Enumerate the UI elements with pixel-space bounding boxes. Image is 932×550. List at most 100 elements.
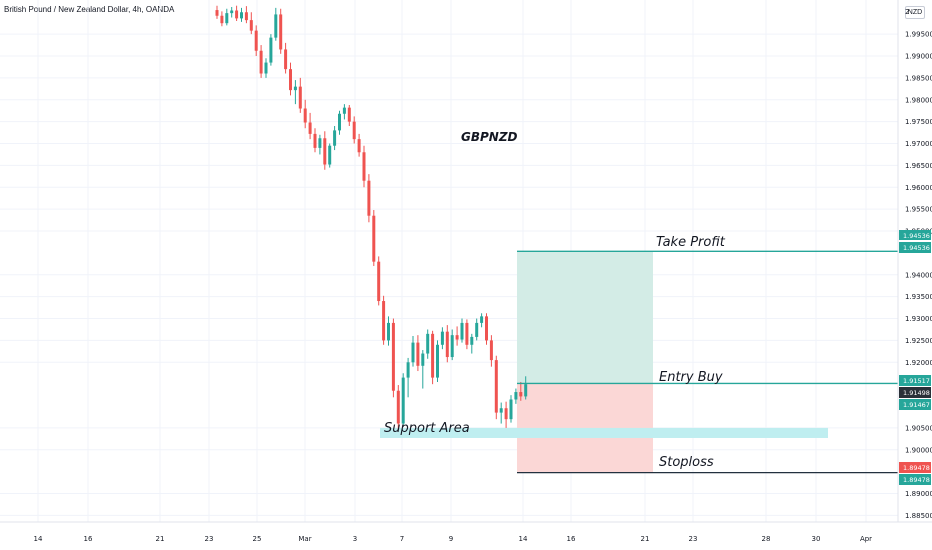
candle: [293, 80, 297, 105]
candle: [440, 327, 444, 350]
candle: [382, 295, 386, 345]
candle-body: [264, 62, 268, 74]
time-tick-label: 30: [812, 535, 821, 543]
candle: [416, 335, 420, 372]
candle-body: [293, 86, 297, 91]
price-tick-label: 1.96500: [905, 162, 932, 170]
candle-body: [323, 138, 327, 165]
candle-body: [347, 107, 351, 122]
candle: [401, 373, 405, 428]
candle-body: [436, 344, 439, 378]
pair-annotation: GBPNZD: [461, 130, 518, 144]
candle-body: [279, 14, 283, 50]
candle: [494, 355, 498, 420]
candle-body: [470, 336, 474, 345]
candle: [377, 256, 381, 306]
candle: [254, 25, 258, 57]
candle-body: [367, 180, 371, 216]
price-tick-label: 1.93000: [905, 315, 932, 323]
candle-body: [220, 15, 224, 24]
candle-body: [387, 322, 390, 341]
price-tick-label: 1.88500: [905, 512, 932, 520]
candle: [284, 42, 288, 74]
candle: [455, 326, 459, 346]
candle-body: [215, 10, 219, 16]
tp-price-badges: 1.94536 1.94536: [899, 230, 931, 253]
candle: [362, 145, 366, 188]
candle-body: [411, 342, 415, 363]
candle: [524, 376, 528, 400]
candle-body: [460, 322, 464, 340]
candle-body: [328, 145, 332, 165]
candle: [465, 319, 469, 350]
candle: [499, 402, 503, 424]
candle: [372, 210, 376, 267]
candle-body: [455, 335, 459, 340]
price-tick-label: 1.97000: [905, 140, 932, 148]
candle-body: [298, 86, 302, 109]
candle: [489, 335, 493, 367]
candle: [347, 105, 351, 127]
profit-zone: [517, 251, 653, 384]
candle-body: [362, 152, 366, 181]
time-tick-label: 14: [519, 535, 528, 543]
candle-body: [519, 392, 523, 397]
time-tick-label: 25: [253, 535, 262, 543]
candle: [323, 131, 327, 170]
tp-small-price-label: 1.94536: [903, 232, 930, 240]
time-tick-label: 9: [449, 535, 453, 543]
candle-body: [421, 353, 425, 366]
price-tick-label: 1.99500: [905, 31, 932, 39]
candle-body: [244, 12, 248, 21]
time-tick-label: Apr: [860, 535, 872, 543]
price-tick-label: 1.90500: [905, 424, 932, 432]
candle: [303, 99, 307, 129]
price-tick-label: 1.93500: [905, 293, 932, 301]
currency-badge[interactable]: NZD: [905, 6, 925, 19]
candle: [421, 350, 425, 389]
candle-body: [396, 390, 400, 424]
candle-body: [489, 340, 493, 361]
candle: [230, 7, 234, 18]
candle: [240, 7, 243, 22]
candle: [352, 116, 356, 144]
take-profit-label: Take Profit: [656, 235, 726, 250]
candle-body: [318, 138, 322, 148]
candle: [460, 318, 464, 343]
candle: [480, 313, 484, 328]
candle: [289, 62, 292, 96]
candle: [411, 336, 415, 367]
price-tick-label: 1.90000: [905, 446, 932, 454]
price-tick-top: 2: [905, 8, 909, 16]
level-lines: [517, 250, 898, 474]
price-tick-label: 1.97500: [905, 118, 932, 126]
symbol-title: British Pound / New Zealand Dollar, 4h, …: [4, 5, 175, 14]
price-tick-label: 1.99000: [905, 53, 932, 61]
take-profit-price-label: 1.94536: [903, 244, 930, 252]
stop-price-badges: 1.89478 1.89478: [899, 462, 931, 485]
candle: [279, 8, 283, 54]
current-price-label: 1.91498: [903, 389, 930, 397]
candle: [249, 12, 253, 35]
candle-body: [372, 215, 376, 262]
candle: [475, 318, 479, 341]
candle-body: [480, 316, 484, 323]
candle: [328, 143, 332, 168]
candle-body: [338, 113, 341, 131]
candle-body: [284, 49, 288, 70]
entry-low-price-label: 1.91467: [903, 401, 930, 409]
candle: [298, 77, 302, 113]
candle-body: [391, 322, 395, 391]
candle: [269, 34, 273, 66]
candle-body: [230, 10, 234, 14]
time-tick-label: 14: [34, 535, 43, 543]
candle: [235, 5, 239, 22]
candle: [318, 134, 322, 155]
candle-body: [450, 335, 454, 358]
candle-body: [440, 331, 444, 345]
candle-body: [499, 408, 503, 413]
candle-body: [357, 139, 361, 153]
entry-buy-label: Entry Buy: [659, 370, 723, 385]
candle: [504, 401, 508, 428]
